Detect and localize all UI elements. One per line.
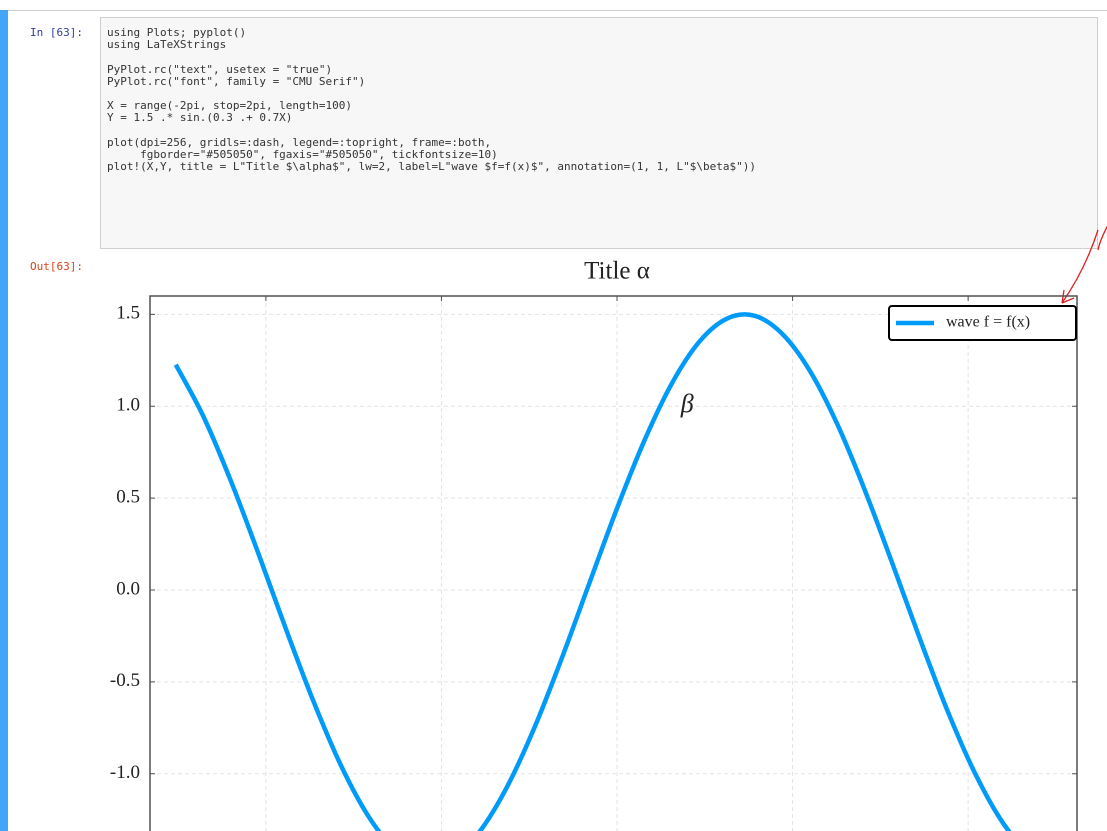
annotation: β <box>680 389 694 418</box>
y-tick-label: 0.5 <box>116 486 140 507</box>
code-line: fgborder="#505050", fgaxis="#505050", ti… <box>107 148 498 162</box>
code-line: PyPlot.rc("text", usetex = "true") <box>107 62 333 76</box>
line-series <box>173 312 1012 831</box>
code-line: using LaTeXStrings <box>107 38 227 52</box>
legend-box <box>888 305 1077 341</box>
cell-selection-bar <box>0 10 8 831</box>
chart-title: Title α <box>584 258 650 285</box>
frame <box>149 295 1078 831</box>
hand-drawn-arrow <box>1061 225 1107 304</box>
code-block: plot(dpi=256, gridls=:dash, legend=:topr… <box>107 135 1091 174</box>
code-line: PyPlot.rc("font", family = "CMU Serif") <box>107 74 366 88</box>
y-tick-label: 1.5 <box>116 303 140 324</box>
legend: wave f = f(x) <box>888 305 1077 341</box>
code-editor[interactable]: using Plots; pyplot() using LaTeXStrings P… <box>100 17 1098 249</box>
code-block: X = range(-2pi, stop=2pi, length=100) Y =… <box>107 99 1091 125</box>
code-block: PyPlot.rc("text", usetex = "true") PyPlot… <box>107 62 1091 89</box>
plot-area <box>150 296 1077 831</box>
y-tick-label: 0.0 <box>116 578 140 599</box>
code-line: plot!(X,Y, title = L"Title $\alpha$", lw… <box>107 160 757 174</box>
output-prompt: Out[63]: <box>30 260 83 273</box>
code-block: using Plots; pyplot() using LaTeXStrings <box>107 26 1091 52</box>
code-line: using Plots; pyplot() <box>107 26 247 39</box>
y-tick-label: -1.0 <box>110 762 140 783</box>
code-line: Y = 1.5 .* sin.(0.3 .+ 0.7X) <box>107 111 293 125</box>
input-prompt: In [63]: <box>30 26 83 39</box>
y-tick-label: -0.5 <box>110 670 140 691</box>
y-tick-label: 1.0 <box>116 395 140 416</box>
code-line: plot(dpi=256, gridls=:dash, legend=:topr… <box>107 135 492 149</box>
cell-separator <box>0 10 1107 11</box>
legend-label: wave f = f(x) <box>946 314 1030 331</box>
code-line: X = range(-2pi, stop=2pi, length=100) <box>107 99 353 113</box>
